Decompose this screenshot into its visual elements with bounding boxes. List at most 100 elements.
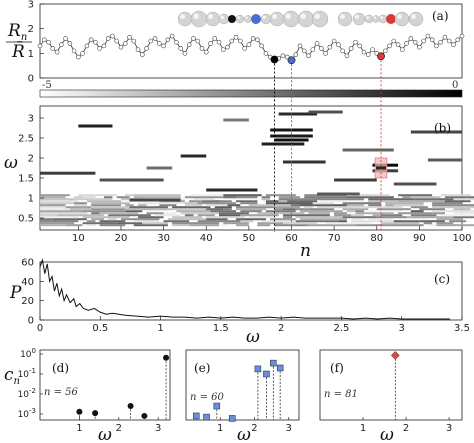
a-ytick-label: 3 [28, 0, 34, 11]
b-heat-cell [453, 198, 474, 201]
a-marked-point [287, 56, 296, 65]
data-point [141, 412, 148, 419]
b-heat-cell [240, 202, 258, 205]
b-heat-cell [376, 208, 411, 211]
a-data-point [203, 49, 209, 55]
b-heat-cell [172, 222, 220, 225]
b-heat-cell [427, 224, 437, 227]
b-heat-cell [40, 196, 66, 199]
bead-chain-illustration [177, 10, 424, 28]
b-mode-mark [261, 142, 305, 146]
b-heat-cell [206, 218, 228, 221]
b-heat-cell [257, 212, 305, 215]
b-heat-cell [86, 224, 96, 227]
a-data-point [314, 41, 320, 46]
panel-a-points [37, 33, 465, 65]
a-data-point [417, 44, 422, 50]
a-data-point [161, 43, 166, 49]
a-data-point [361, 49, 367, 55]
b-heat-cell [236, 224, 249, 227]
b-heat-cell [334, 214, 352, 217]
b-heat-cell [99, 220, 126, 223]
a-data-point [191, 36, 196, 41]
b-heat-cell [295, 208, 309, 211]
b-heat-cell [432, 206, 474, 209]
b-heat-cell [172, 216, 202, 219]
bead-shine [262, 15, 266, 19]
bead [337, 11, 353, 27]
panel-d-marks: 1 2 3 100 10-1 10-2 10-3 [18, 347, 170, 434]
a-data-point [182, 51, 188, 56]
b-heat-cell [278, 196, 301, 199]
b-mode-mark [40, 171, 96, 175]
b-mode-mark [393, 182, 437, 186]
b-heat-cell [300, 222, 318, 225]
b-heat-cell [355, 224, 386, 227]
b-heat-cell [120, 218, 160, 221]
b-heat-cell [381, 222, 420, 225]
f-xlabel: ω [380, 425, 394, 443]
d-ylabel-main: c [4, 365, 14, 385]
a-marked-point [270, 55, 279, 64]
b-heat-cell [40, 206, 66, 209]
small-ytick-exponent: 0 [32, 347, 36, 355]
b-heat-cell [125, 210, 143, 213]
bead-shine [272, 14, 277, 19]
b-heat-cell [265, 200, 279, 203]
b-heat-cell [40, 216, 79, 219]
a-data-point [391, 38, 397, 44]
b-heat-cell [453, 216, 474, 219]
c-ytick-label: 40 [21, 277, 34, 288]
panel-a-frame [39, 3, 463, 79]
data-point [127, 403, 134, 410]
bead [235, 14, 245, 24]
e-xlabel: ω [237, 425, 251, 443]
b-mode-mark [99, 178, 164, 182]
a-data-point [148, 38, 154, 44]
b-heat-cell [368, 210, 403, 213]
b-heat-cell [236, 218, 245, 221]
b-heat-cell [103, 196, 113, 199]
a-data-point [63, 36, 68, 41]
b-heat-cell [201, 200, 220, 203]
b-heat-cell [133, 194, 181, 197]
bead [269, 11, 285, 27]
b-heat-cell [325, 198, 364, 201]
a-data-point [301, 48, 307, 54]
b-heat-cell [368, 218, 394, 221]
a-data-point [118, 44, 124, 50]
b-heat-cell [86, 220, 96, 223]
b-xlabel: n [300, 241, 311, 261]
a-data-point [80, 51, 85, 56]
b-heat-cell [308, 224, 356, 227]
b-heat-cell [197, 202, 237, 205]
b-ytick-label: 1 [28, 194, 34, 205]
b-heat-cell [410, 214, 437, 217]
panel-a: 0 1 2 3 (a) Rn R̄ -5 0 [6, 0, 465, 98]
b-heat-cell [261, 198, 271, 201]
b-heat-cell [219, 200, 232, 203]
b-heat-cell [57, 214, 104, 217]
b-mode-mark [274, 138, 309, 142]
b-heat-cell [304, 206, 313, 209]
a-data-point [195, 38, 201, 44]
data-point [270, 359, 277, 367]
b-heat-cell [236, 208, 266, 211]
b-heat-cell [125, 208, 173, 211]
b-heat-cell [146, 212, 164, 215]
b-mode-mark [206, 188, 258, 192]
b-heat-cell [291, 204, 301, 207]
c-ytick-label: 60 [21, 258, 34, 269]
a-data-point [306, 53, 311, 59]
b-heat-cell [163, 212, 177, 215]
c-xtick-label: 0 [37, 323, 43, 334]
a-data-point [365, 52, 371, 57]
c-xtick-label: 1.5 [213, 323, 229, 334]
a-data-point [59, 42, 64, 48]
bead-shine [411, 14, 416, 19]
c-xtick-label: 3.5 [454, 323, 470, 334]
a-data-point [395, 42, 401, 48]
b-heat-cell [176, 210, 211, 213]
b-heat-cell [219, 224, 228, 227]
b-heat-cell [40, 220, 79, 223]
